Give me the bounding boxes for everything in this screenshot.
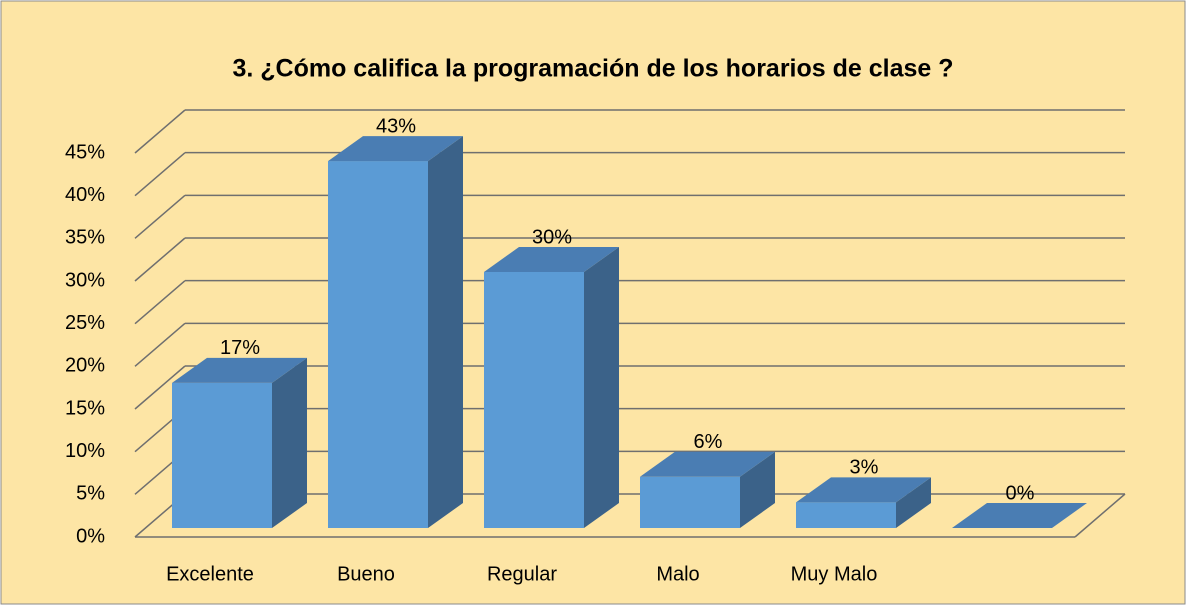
grid-line (134, 280, 186, 325)
x-tick-label: Bueno (337, 563, 395, 585)
y-tick-label: 45% (65, 141, 105, 163)
data-label: 0% (1006, 482, 1035, 504)
bar-top (328, 136, 463, 162)
y-tick-label: 5% (76, 483, 105, 505)
y-tick-label: 10% (65, 440, 105, 462)
bar-top (796, 477, 931, 503)
bar (328, 161, 428, 529)
y-tick-label: 15% (65, 397, 105, 419)
bar-side (740, 451, 775, 528)
floor-edge (1074, 493, 1126, 538)
bar-top (640, 451, 775, 477)
y-tick-label: 0% (76, 525, 105, 547)
bar-top (484, 247, 619, 272)
bar-top (172, 357, 307, 383)
data-label: 17% (220, 337, 260, 359)
x-tick-label: Malo (656, 563, 699, 585)
x-tick-label: Regular (487, 563, 557, 585)
bar-side (272, 357, 307, 528)
bar-side (428, 136, 463, 529)
bar (640, 476, 740, 528)
data-label: 43% (376, 115, 416, 137)
bar (796, 502, 896, 528)
bar-side (584, 247, 619, 528)
grid-line (134, 365, 186, 410)
data-label: 30% (532, 226, 572, 248)
bar-top (952, 503, 1087, 528)
bar (172, 382, 272, 528)
y-tick-label: 35% (65, 227, 105, 249)
y-tick-label: 40% (65, 184, 105, 206)
grid-line (134, 237, 186, 282)
x-tick-label: Muy Malo (791, 563, 878, 585)
bar (484, 272, 584, 528)
grid-line (134, 109, 186, 154)
data-label: 3% (850, 457, 879, 479)
x-tick-label: Excelente (166, 563, 254, 585)
y-tick-label: 20% (65, 355, 105, 377)
grid-line (134, 152, 186, 197)
data-label: 6% (694, 431, 723, 453)
chart-title: 3. ¿Cómo califica la programación de los… (232, 55, 953, 83)
y-tick-label: 30% (65, 269, 105, 291)
y-tick-label: 25% (65, 312, 105, 334)
bar-side (896, 477, 931, 528)
grid-line (134, 322, 186, 367)
grid-line (134, 194, 186, 239)
